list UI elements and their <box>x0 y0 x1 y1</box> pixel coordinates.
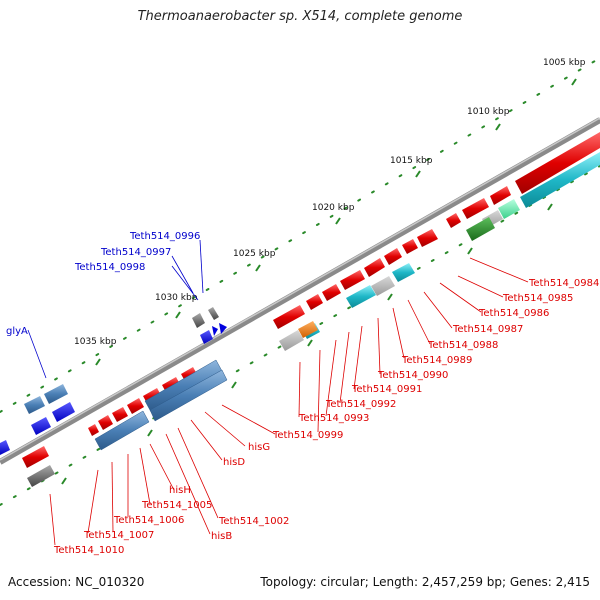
gene-arrow <box>212 326 218 336</box>
red-labels: Teth514_0984 Teth514_0985 Teth514_0986 T… <box>53 278 599 556</box>
scale-label: 1020 kbp <box>312 203 355 213</box>
gene-block <box>24 396 45 414</box>
scale-label: 1035 kbp <box>74 337 117 347</box>
gene-label: Teth514_0984 <box>528 278 599 289</box>
gene-block <box>279 330 304 351</box>
gene-label: Teth514_0998 <box>74 262 145 273</box>
gene-arrow <box>515 132 600 194</box>
gene-arrow <box>490 186 511 205</box>
gene-block <box>27 465 55 487</box>
gene-label: Teth514_0993 <box>298 413 369 424</box>
gene-label: Teth514_0991 <box>351 384 422 395</box>
gene-block <box>498 199 520 219</box>
gene-arrow <box>200 330 213 344</box>
gene-block <box>371 276 395 296</box>
gene-arrow <box>322 284 341 301</box>
gene-label: Teth514_0986 <box>478 308 549 319</box>
gene-label: Teth514_0997 <box>100 247 171 258</box>
gene-block <box>192 313 205 328</box>
gene-label: Teth514_0987 <box>452 324 523 335</box>
blue-labels: Teth514_0996 Teth514_0997 Teth514_0998 g… <box>6 231 200 337</box>
outer-scale-ticks <box>0 57 600 413</box>
red-leaders <box>49 257 529 546</box>
gene-block <box>94 410 150 451</box>
gene-arrow <box>446 213 461 228</box>
scale-labels: 1005 kbp 1010 kbp 1015 kbp 1020 kbp 1025… <box>74 58 586 347</box>
gene-label: Teth514_0988 <box>427 340 498 351</box>
gene-label: Teth514_1002 <box>218 516 289 527</box>
gene-block <box>298 321 318 338</box>
gene-label: Teth514_0996 <box>129 231 200 242</box>
gene-label: Teth514_0989 <box>401 355 472 366</box>
gene-arrow <box>22 446 49 468</box>
gene-arrow <box>402 239 418 254</box>
gene-label: hisH <box>169 485 191 496</box>
gene-label: Teth514_0985 <box>502 293 573 304</box>
scale-label: 1005 kbp <box>543 58 586 68</box>
gene-label: Teth514_1006 <box>113 515 184 526</box>
steel-genes <box>24 359 228 451</box>
gene-block <box>520 152 600 208</box>
map-title: Thermoanaerobacter sp. X514, complete ge… <box>137 9 463 24</box>
gene-arrow <box>417 229 438 247</box>
gene-arrow <box>0 440 10 455</box>
gene-label: hisG <box>248 442 270 453</box>
reverse-strand-genes <box>0 323 227 455</box>
gene-arrow <box>112 407 128 422</box>
gene-arrow <box>364 258 385 277</box>
gene-block <box>392 263 415 282</box>
gene-arrow <box>306 294 323 310</box>
gene-label: glyA <box>6 326 28 337</box>
colored-genes <box>298 199 520 338</box>
grey-genes <box>27 210 503 487</box>
gene-label: Teth514_1005 <box>141 500 212 511</box>
gene-arrow <box>273 305 305 329</box>
gene-block <box>149 369 228 422</box>
gene-label: Teth514_1007 <box>83 530 154 541</box>
accession-text: Accession: NC_010320 <box>8 575 145 589</box>
gene-arrow <box>340 270 365 290</box>
gene-arrow <box>52 402 75 422</box>
gene-label: Teth514_0992 <box>325 399 396 410</box>
gene-block <box>346 285 376 308</box>
gene-label: hisB <box>211 531 232 542</box>
gene-arrow <box>88 424 99 436</box>
scale-label: 1030 kbp <box>155 293 198 303</box>
cyan-genes <box>302 152 600 339</box>
gene-arrow <box>384 248 402 265</box>
genome-backbone <box>0 117 600 465</box>
gene-block <box>44 384 68 404</box>
scale-label: 1015 kbp <box>390 156 433 166</box>
gene-label: Teth514_0999 <box>272 430 343 441</box>
scale-label: 1010 kbp <box>467 107 510 117</box>
gene-label: Teth514_1010 <box>53 545 124 556</box>
blue-leaders <box>27 239 204 379</box>
gene-arrow <box>31 417 51 435</box>
scale-label: 1025 kbp <box>233 249 276 259</box>
gene-label: Teth514_0990 <box>377 370 448 381</box>
gene-arrow <box>98 415 113 430</box>
forward-strand-genes <box>22 132 600 468</box>
gene-label: hisD <box>223 457 245 468</box>
gene-block <box>466 217 495 241</box>
genome-summary: Topology: circular; Length: 2,457,259 bp… <box>260 575 590 589</box>
gene-arrow <box>462 198 489 219</box>
gene-block <box>208 307 219 320</box>
gene-arrow <box>219 323 227 334</box>
gene-arrow <box>127 398 144 414</box>
